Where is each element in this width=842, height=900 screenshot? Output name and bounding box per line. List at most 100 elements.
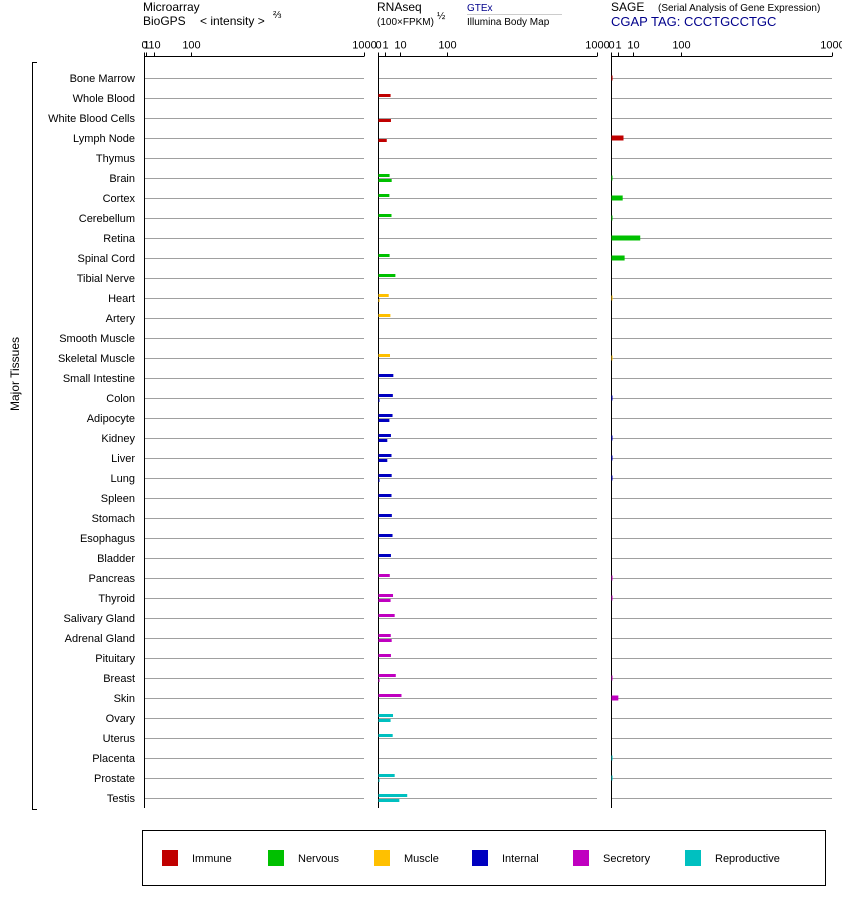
gtex-bar (378, 454, 392, 457)
sage-tick-label: 10 (627, 40, 639, 52)
rnaseq-tick-label: 1 (382, 40, 388, 52)
illumina-bar (378, 799, 400, 802)
sage-bar (611, 215, 613, 221)
gtex-bar (378, 574, 390, 577)
sage-tick-label: 1 (615, 40, 621, 52)
microarray-unit: < intensity > (200, 14, 265, 28)
gtex-bar (378, 694, 402, 697)
bars (378, 75, 641, 802)
gtex-bar (378, 474, 392, 477)
tissue-label: Spinal Cord (78, 253, 135, 265)
rnaseq-tick-label: 10 (394, 40, 406, 52)
gtex-bar (378, 434, 391, 437)
sage-bar (611, 235, 641, 241)
sage-bar (611, 675, 613, 681)
gtex-bar (378, 174, 390, 177)
tissue-label: Esophagus (80, 533, 136, 545)
illumina-bar (378, 139, 387, 142)
tissue-label: Small Intestine (63, 373, 135, 385)
illumina-label: Illumina Body Map (467, 17, 550, 28)
legend-label-internal: Internal (502, 853, 539, 865)
sage-bar (611, 455, 613, 461)
legend-label-secretory: Secretory (603, 853, 651, 865)
microarray-tick-label: 0 (141, 40, 147, 52)
tissue-label: Thymus (96, 153, 136, 165)
illumina-bar (378, 459, 388, 462)
tissue-label: Brain (109, 173, 135, 185)
gtex-bar (378, 554, 391, 557)
illumina-bar (378, 599, 391, 602)
illumina-bar (378, 679, 380, 682)
tissue-label: Colon (106, 393, 135, 405)
gtex-bar (378, 514, 392, 517)
microarray-tick-label: 1000 (352, 40, 376, 52)
gtex-bar (378, 414, 393, 417)
tissue-label: Skeletal Muscle (58, 353, 135, 365)
legend-swatch-muscle (374, 850, 390, 866)
gtex-bar (378, 194, 390, 197)
y-group-label: Major Tissues (8, 337, 22, 411)
sage-bar (611, 755, 613, 761)
gtex-bar (378, 614, 395, 617)
tissue-label: Bone Marrow (70, 73, 135, 85)
legend-swatch-nervous (268, 850, 284, 866)
legend-swatch-secretory (573, 850, 589, 866)
tissue-label: Prostate (94, 773, 135, 785)
tissue-label: Cerebellum (79, 213, 135, 225)
gtex-bar (378, 774, 395, 777)
tissue-label: Whole Blood (73, 93, 135, 105)
gtex-bar (378, 634, 391, 637)
gtex-bar (378, 494, 392, 497)
sage-tick-label: 100 (672, 40, 690, 52)
illumina-bar (378, 119, 391, 122)
sage-bar (611, 595, 613, 601)
gtex-bar (378, 274, 396, 277)
tissue-label: Breast (103, 673, 135, 685)
gtex-bar (378, 674, 396, 677)
illumina-bar (378, 439, 388, 442)
tissue-label: White Blood Cells (48, 113, 135, 125)
illumina-bar (378, 399, 380, 402)
tissue-labels: Bone Marrow Whole Blood White Blood Cells L… (48, 73, 136, 805)
gtex-bar (378, 374, 394, 377)
illumina-bar (378, 639, 392, 642)
tissue-label: Liver (111, 453, 135, 465)
tissue-label: Tibial Nerve (77, 273, 135, 285)
legend-label-muscle: Muscle (404, 853, 439, 865)
tissue-label: Thyroid (98, 593, 135, 605)
rnaseq-tick-label: 100 (438, 40, 456, 52)
sage-bar (611, 775, 613, 781)
microarray-title: Microarray (143, 0, 200, 14)
tissue-label: Lymph Node (73, 133, 135, 145)
sage-bar (611, 395, 613, 401)
gtex-bar (378, 794, 408, 797)
tissue-label: Testis (107, 793, 136, 805)
sage-bar (611, 435, 613, 441)
sage-bar (611, 75, 613, 81)
microarray-exponent: ⅔ (273, 10, 282, 21)
biogps-title: BioGPS (143, 14, 186, 28)
legend-swatch-internal (472, 850, 488, 866)
microarray-tick-label: 100 (182, 40, 200, 52)
gtex-bar (378, 294, 389, 297)
illumina-bar (378, 479, 380, 482)
tissue-label: Cortex (103, 193, 136, 205)
gtex-bar (378, 534, 393, 537)
sage-bar (611, 255, 625, 261)
tissue-bracket (32, 62, 37, 810)
gtex-bar (378, 654, 391, 657)
gtex-bar (378, 94, 391, 97)
rnaseq-exponent: ½ (437, 11, 446, 22)
sage-bar (611, 135, 624, 141)
gtex-bar (378, 714, 394, 717)
tissue-label: Kidney (101, 433, 135, 445)
sage-bar (611, 475, 613, 481)
illumina-bar (378, 719, 391, 722)
sage-tick-label: 0 (608, 40, 614, 52)
microarray-tick-label: 10 (148, 40, 160, 52)
sage-bar (611, 195, 623, 201)
legend-swatch-immune (162, 850, 178, 866)
illumina-bar (378, 179, 392, 182)
